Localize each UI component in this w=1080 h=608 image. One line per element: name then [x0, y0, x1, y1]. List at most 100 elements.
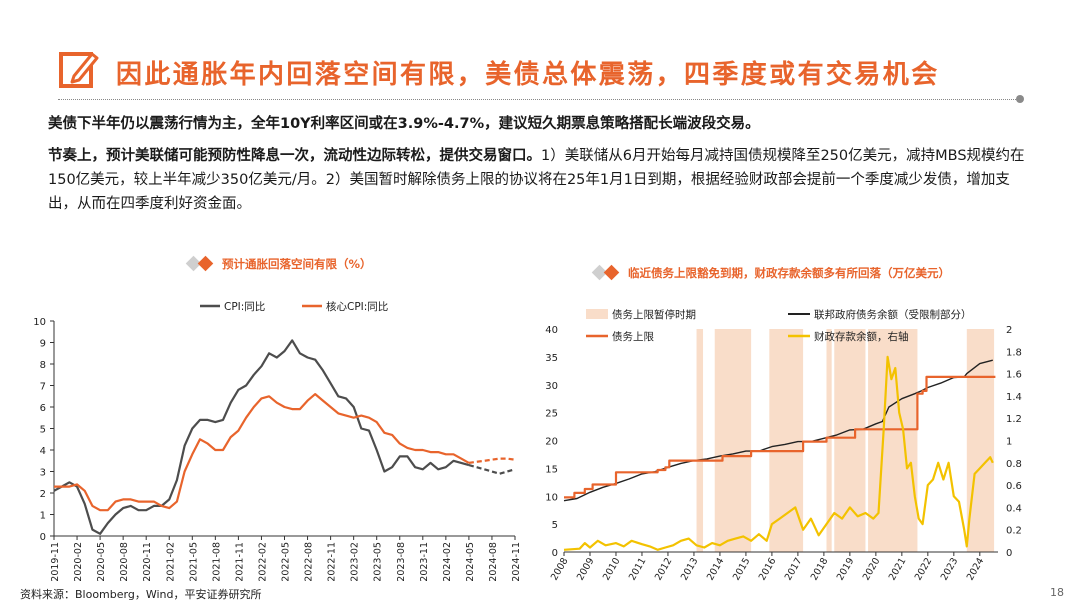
page-number: 18	[1050, 586, 1064, 599]
bullet-diamond-orange	[603, 264, 620, 281]
x-tick-label: 2022-08	[304, 542, 315, 582]
legend-label: 核心CPI:同比	[326, 300, 388, 313]
x-tick-label: 2012	[653, 556, 675, 582]
suspension-band	[868, 329, 918, 552]
y-tick-label: 2	[40, 489, 46, 500]
y2-tick-label: 0.6	[1006, 481, 1022, 492]
divider-dot	[1016, 95, 1024, 103]
x-tick-label: 2023-02	[350, 542, 361, 582]
x-tick-label: 2009	[575, 556, 597, 582]
x-tick-label: 2024-05	[465, 542, 476, 582]
y-tick-label: 5	[552, 520, 558, 531]
title-divider	[58, 99, 1018, 100]
edit-icon	[59, 52, 99, 88]
x-tick-label: 2023	[939, 556, 961, 582]
y2-tick-label: 1	[1006, 437, 1012, 448]
y-tick-label: 0	[40, 532, 46, 543]
y-tick-label: 5	[40, 425, 46, 436]
series-line-1	[54, 392, 470, 512]
x-tick-label: 2024	[965, 556, 987, 582]
series-line-2	[468, 464, 516, 475]
x-tick-label: 2022-05	[281, 542, 292, 582]
x-tick-label: 2019	[835, 556, 857, 582]
y2-tick-label: 0.4	[1006, 503, 1022, 514]
x-tick-label: 2020	[861, 556, 883, 582]
y-tick-label: 30	[545, 381, 558, 392]
series-line-0	[563, 359, 993, 502]
x-tick-label: 2016	[757, 556, 779, 582]
series-line-1	[564, 375, 996, 499]
x-tick-label: 2023-05	[373, 542, 384, 582]
suspension-band	[714, 329, 752, 552]
legend-swatch	[586, 309, 608, 319]
x-tick-label: 2017	[783, 556, 805, 582]
x-tick-label: 2020-05	[96, 542, 107, 582]
x-tick-label: 2019-11	[50, 542, 61, 582]
suspension-band	[834, 329, 866, 552]
y-tick-label: 20	[545, 437, 558, 448]
x-tick-label: 2020-02	[73, 542, 84, 582]
x-tick-label: 2014	[705, 556, 727, 582]
legend-label: 财政存款余额，右轴	[814, 330, 909, 343]
y-tick-label: 8	[40, 360, 46, 371]
legend-label: 债务上限	[612, 330, 654, 343]
x-tick-label: 2021-05	[188, 542, 199, 582]
y-tick-label: 35	[545, 353, 558, 364]
source-note: 资料来源：Bloomberg，Wind，平安证券研究所	[20, 588, 262, 601]
slide-header: 因此通胀年内回落空间有限，美债总体震荡，四季度或有交易机会	[58, 44, 1032, 103]
x-tick-label: 2024-08	[488, 542, 499, 582]
suspension-band	[696, 329, 704, 552]
legend-label: 联邦政府债务余额（受限制部分）	[814, 308, 972, 321]
x-tick-label: 2008	[549, 556, 571, 582]
x-tick-label: 2020-11	[142, 542, 153, 582]
x-tick-label: 2013	[679, 556, 701, 582]
x-tick-label: 2024-02	[442, 542, 453, 582]
x-tick-label: 2015	[731, 556, 753, 582]
legend-label: 债务上限暂停时期	[612, 308, 696, 321]
x-tick-label: 2022	[913, 556, 935, 582]
x-tick-label: 2022-11	[327, 542, 338, 582]
x-tick-label: 2021	[887, 556, 909, 582]
series-line-0	[53, 339, 470, 535]
debt-ceiling-chart: 0 5 10 15 20 25 30 35 40 0 0.2 0.4 0.6 0.8 1 1.2 1.4 1.6 1…	[545, 308, 1022, 582]
chart2-title: 临近债务上限豁免到期，财政存款余额多有所回落（万亿美元）	[628, 266, 950, 280]
x-tick-label: 2022-02	[257, 542, 268, 582]
y2-tick-label: 1.4	[1006, 392, 1022, 403]
y-tick-label: 0	[552, 548, 558, 559]
y2-tick-label: 0	[1006, 548, 1012, 559]
x-tick-label: 2024-11	[511, 542, 522, 582]
y-tick-label: 15	[545, 464, 558, 475]
y-tick-label: 10	[545, 492, 558, 503]
y2-tick-label: 1.6	[1006, 370, 1022, 381]
x-tick-label: 2023-08	[396, 542, 407, 582]
x-tick-label: 2021-02	[165, 542, 176, 582]
body-paragraph: 节奏上，预计美联储可能预防性降息一次，流动性边际转松，提供交易窗口。1）美联储从…	[48, 144, 1038, 216]
suspension-band	[769, 329, 804, 552]
series-line-2	[563, 355, 994, 551]
y-tick-label: 6	[40, 403, 46, 414]
x-tick-label: 2023-11	[419, 542, 430, 582]
y-tick-label: 1	[40, 511, 46, 522]
x-tick-label: 2020-08	[119, 542, 130, 582]
x-tick-label: 2021-08	[211, 542, 222, 582]
x-tick-label: 2018	[809, 556, 831, 582]
y-tick-label: 9	[40, 339, 46, 350]
series-line-3	[468, 457, 516, 464]
paragraph-lead: 节奏上，预计美联储可能预防性降息一次，流动性边际转松，提供交易窗口。	[48, 148, 541, 164]
y-tick-label: 7	[40, 382, 46, 393]
chart1-title: 预计通胀回落空间有限（%）	[222, 257, 372, 271]
x-tick-label: 2021-11	[234, 542, 245, 582]
bullet-diamond-orange	[197, 255, 214, 272]
legend-label: CPI:同比	[224, 300, 265, 313]
paragraph-rest: 1）美联储从6月开始每月减持国债规模降至250亿美元，减持MBS规模约在150亿…	[48, 148, 1025, 212]
cpi-chart: 0 1 2 3 4 5 6 7 8 9 10 2019-11 2020-02 2020-05 2020-08…	[33, 300, 522, 582]
y2-tick-label: 0.2	[1006, 526, 1022, 537]
suspension-band	[826, 329, 832, 552]
y-tick-label: 10	[33, 317, 46, 328]
page-title: 因此通胀年内回落空间有限，美债总体震荡，四季度或有交易机会	[116, 60, 940, 90]
x-tick-label: 2010	[601, 556, 623, 582]
y-tick-label: 40	[545, 325, 558, 336]
y-tick-label: 4	[40, 446, 46, 457]
y-tick-label: 3	[40, 468, 46, 479]
y2-tick-label: 1.8	[1006, 347, 1022, 358]
